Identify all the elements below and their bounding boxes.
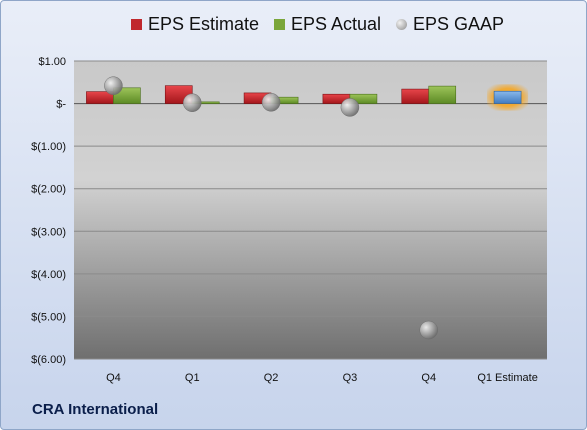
- x-tick-label: Q1: [185, 372, 200, 384]
- plot-area: [74, 61, 547, 359]
- y-tick-label: $1.00: [38, 56, 66, 68]
- point-eps-gaap: [419, 320, 438, 340]
- legend-item-eps-estimate: EPS Estimate: [131, 14, 259, 35]
- y-tick-label: $-: [56, 99, 66, 111]
- legend-label: EPS GAAP: [413, 14, 505, 34]
- green-bar-icon: [274, 19, 285, 30]
- bar-eps-actual: [428, 85, 457, 104]
- point-eps-gaap: [261, 93, 281, 112]
- y-tick-label: $(3.00): [31, 226, 66, 238]
- x-tick-label: Q2: [264, 372, 279, 384]
- x-tick-label: Q4: [421, 372, 436, 384]
- point-eps-gaap: [183, 93, 202, 112]
- point-eps-gaap: [340, 98, 360, 117]
- red-bar-icon: [131, 19, 142, 30]
- y-axis-ticks: $1.00 $- $(1.00) $(2.00) $(3.00) $(4.00) $(5.0…: [31, 56, 66, 366]
- gridlines: [74, 60, 547, 360]
- legend-label: EPS Estimate: [148, 14, 260, 34]
- data-marks: [86, 76, 529, 340]
- bar-q1-estimate: [493, 90, 522, 104]
- bar-eps-estimate: [401, 88, 430, 104]
- grey-sphere-icon: [396, 19, 407, 30]
- y-tick-label: $(2.00): [31, 184, 66, 196]
- legend-label: EPS Actual: [291, 14, 382, 34]
- y-tick-label: $(5.00): [31, 311, 66, 323]
- legend-item-eps-gaap: EPS GAAP: [396, 14, 504, 35]
- company-name: CRA International: [32, 401, 159, 418]
- y-tick-label: $(6.00): [31, 354, 66, 366]
- y-tick-label: $(4.00): [31, 269, 66, 281]
- legend-item-eps-actual: EPS Actual: [274, 14, 381, 35]
- x-tick-label: Q3: [343, 372, 358, 384]
- point-eps-gaap: [104, 76, 123, 95]
- legend: EPS Estimate EPS Actual EPS GAAP: [0, 14, 587, 42]
- y-tick-label: $(1.00): [31, 141, 66, 153]
- x-tick-label: Q1 Estimate: [477, 372, 538, 384]
- x-axis-ticks: Q4 Q1 Q2 Q3 Q4 Q1 Estimate: [106, 372, 538, 384]
- x-tick-label: Q4: [106, 372, 121, 384]
